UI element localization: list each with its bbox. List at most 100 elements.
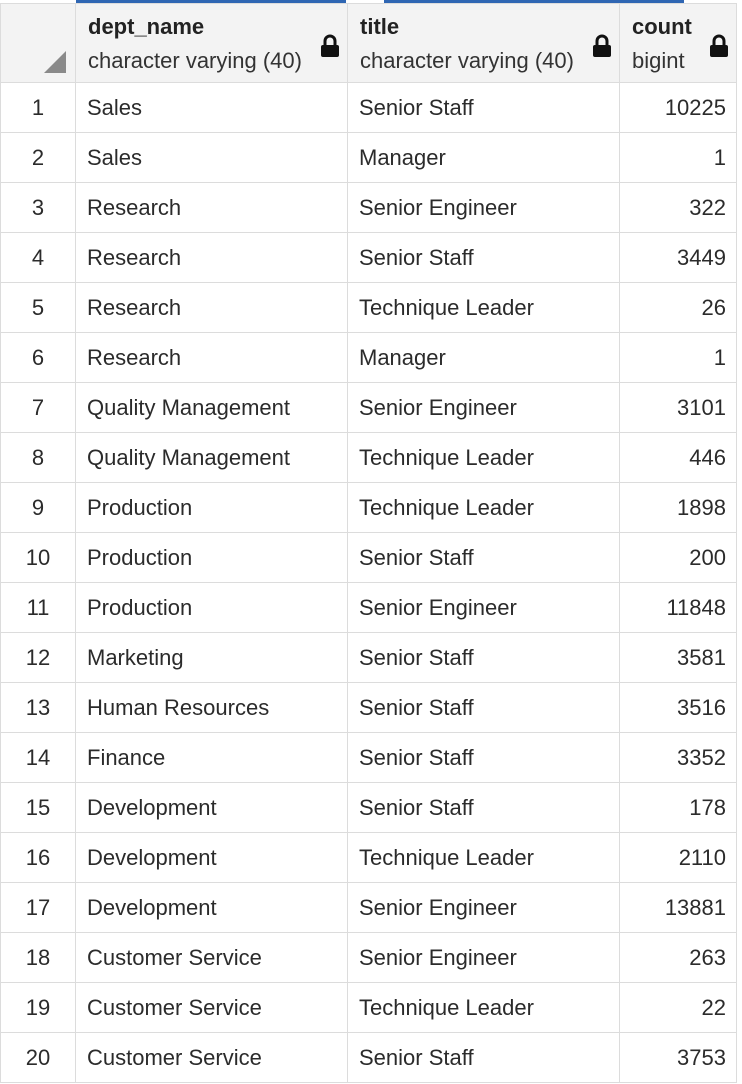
table-row[interactable]: 14 Finance Senior Staff 3352 (0, 732, 737, 783)
cell-count[interactable]: 3101 (619, 382, 737, 433)
cell-dept-name[interactable]: Quality Management (75, 432, 348, 483)
cell-count[interactable]: 22 (619, 982, 737, 1033)
cell-dept-name[interactable]: Quality Management (75, 382, 348, 433)
cell-count[interactable]: 322 (619, 182, 737, 233)
table-row[interactable]: 10 Production Senior Staff 200 (0, 532, 737, 583)
cell-count[interactable]: 200 (619, 532, 737, 583)
row-number[interactable]: 9 (0, 482, 76, 533)
cell-count[interactable]: 3753 (619, 1032, 737, 1083)
cell-dept-name[interactable]: Research (75, 232, 348, 283)
cell-count[interactable]: 3352 (619, 732, 737, 783)
row-number[interactable]: 4 (0, 232, 76, 283)
cell-title[interactable]: Senior Staff (347, 682, 620, 733)
cell-title[interactable]: Technique Leader (347, 432, 620, 483)
cell-dept-name[interactable]: Marketing (75, 632, 348, 683)
row-number[interactable]: 7 (0, 382, 76, 433)
row-number[interactable]: 20 (0, 1032, 76, 1083)
table-row[interactable]: 13 Human Resources Senior Staff 3516 (0, 682, 737, 733)
cell-count[interactable]: 26 (619, 282, 737, 333)
table-row[interactable]: 9 Production Technique Leader 1898 (0, 482, 737, 533)
table-row[interactable]: 2 Sales Manager 1 (0, 132, 737, 183)
cell-dept-name[interactable]: Customer Service (75, 932, 348, 983)
cell-title[interactable]: Technique Leader (347, 832, 620, 883)
cell-title[interactable]: Senior Engineer (347, 382, 620, 433)
cell-dept-name[interactable]: Sales (75, 132, 348, 183)
cell-count[interactable]: 3449 (619, 232, 737, 283)
cell-title[interactable]: Technique Leader (347, 482, 620, 533)
cell-count[interactable]: 1898 (619, 482, 737, 533)
cell-dept-name[interactable]: Sales (75, 82, 348, 133)
cell-title[interactable]: Manager (347, 332, 620, 383)
table-row[interactable]: 3 Research Senior Engineer 322 (0, 182, 737, 233)
cell-count[interactable]: 263 (619, 932, 737, 983)
table-row[interactable]: 8 Quality Management Technique Leader 446 (0, 432, 737, 483)
table-row[interactable]: 16 Development Technique Leader 2110 (0, 832, 737, 883)
cell-dept-name[interactable]: Development (75, 832, 348, 883)
row-number[interactable]: 10 (0, 532, 76, 583)
cell-count[interactable]: 10225 (619, 82, 737, 133)
cell-dept-name[interactable]: Finance (75, 732, 348, 783)
cell-dept-name[interactable]: Production (75, 582, 348, 633)
table-row[interactable]: 15 Development Senior Staff 178 (0, 782, 737, 833)
cell-dept-name[interactable]: Human Resources (75, 682, 348, 733)
table-row[interactable]: 6 Research Manager 1 (0, 332, 737, 383)
cell-title[interactable]: Technique Leader (347, 982, 620, 1033)
row-number[interactable]: 6 (0, 332, 76, 383)
table-row[interactable]: 5 Research Technique Leader 26 (0, 282, 737, 333)
cell-dept-name[interactable]: Customer Service (75, 982, 348, 1033)
cell-title[interactable]: Senior Staff (347, 82, 620, 133)
table-row[interactable]: 4 Research Senior Staff 3449 (0, 232, 737, 283)
cell-title[interactable]: Senior Staff (347, 232, 620, 283)
table-row[interactable]: 20 Customer Service Senior Staff 3753 (0, 1032, 737, 1083)
select-all-triangle-icon[interactable] (44, 51, 66, 73)
column-header-count[interactable]: count bigint (619, 3, 737, 83)
row-number[interactable]: 13 (0, 682, 76, 733)
row-number[interactable]: 17 (0, 882, 76, 933)
row-number[interactable]: 14 (0, 732, 76, 783)
cell-title[interactable]: Senior Staff (347, 532, 620, 583)
cell-title[interactable]: Senior Staff (347, 1032, 620, 1083)
table-row[interactable]: 18 Customer Service Senior Engineer 263 (0, 932, 737, 983)
table-row[interactable]: 17 Development Senior Engineer 13881 (0, 882, 737, 933)
cell-title[interactable]: Manager (347, 132, 620, 183)
cell-count[interactable]: 178 (619, 782, 737, 833)
table-row[interactable]: 11 Production Senior Engineer 11848 (0, 582, 737, 633)
cell-dept-name[interactable]: Production (75, 532, 348, 583)
cell-dept-name[interactable]: Production (75, 482, 348, 533)
row-number[interactable]: 19 (0, 982, 76, 1033)
cell-title[interactable]: Technique Leader (347, 282, 620, 333)
cell-count[interactable]: 3516 (619, 682, 737, 733)
cell-dept-name[interactable]: Research (75, 332, 348, 383)
row-number[interactable]: 5 (0, 282, 76, 333)
table-row[interactable]: 19 Customer Service Technique Leader 22 (0, 982, 737, 1033)
table-row[interactable]: 1 Sales Senior Staff 10225 (0, 82, 737, 133)
cell-count[interactable]: 1 (619, 132, 737, 183)
cell-title[interactable]: Senior Staff (347, 782, 620, 833)
table-row[interactable]: 7 Quality Management Senior Engineer 3101 (0, 382, 737, 433)
cell-count[interactable]: 446 (619, 432, 737, 483)
table-row[interactable]: 12 Marketing Senior Staff 3581 (0, 632, 737, 683)
row-number[interactable]: 8 (0, 432, 76, 483)
cell-dept-name[interactable]: Research (75, 282, 348, 333)
cell-count[interactable]: 13881 (619, 882, 737, 933)
row-number[interactable]: 11 (0, 582, 76, 633)
row-number[interactable]: 3 (0, 182, 76, 233)
cell-title[interactable]: Senior Engineer (347, 932, 620, 983)
cell-count[interactable]: 2110 (619, 832, 737, 883)
row-number[interactable]: 15 (0, 782, 76, 833)
cell-count[interactable]: 11848 (619, 582, 737, 633)
row-number[interactable]: 2 (0, 132, 76, 183)
column-header-dept-name[interactable]: dept_name character varying (40) (75, 3, 348, 83)
cell-title[interactable]: Senior Engineer (347, 882, 620, 933)
cell-count[interactable]: 1 (619, 332, 737, 383)
row-number[interactable]: 12 (0, 632, 76, 683)
row-number[interactable]: 16 (0, 832, 76, 883)
column-header-title[interactable]: title character varying (40) (347, 3, 620, 83)
cell-title[interactable]: Senior Engineer (347, 582, 620, 633)
cell-title[interactable]: Senior Staff (347, 732, 620, 783)
cell-dept-name[interactable]: Customer Service (75, 1032, 348, 1083)
select-all-corner[interactable] (0, 3, 76, 83)
cell-dept-name[interactable]: Research (75, 182, 348, 233)
cell-count[interactable]: 3581 (619, 632, 737, 683)
cell-title[interactable]: Senior Staff (347, 632, 620, 683)
